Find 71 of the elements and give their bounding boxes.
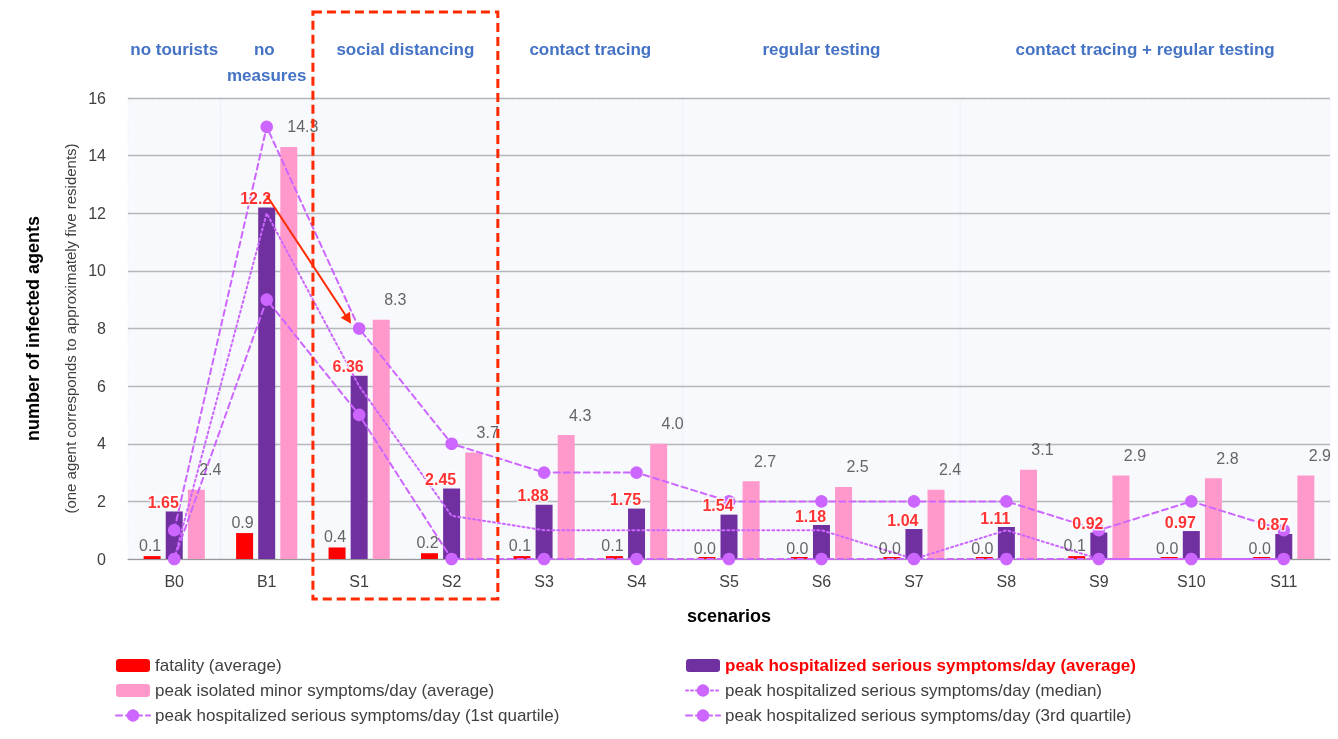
y-tick-label: 4 [97,435,107,453]
data-label: 0.9 [231,513,254,531]
x-tick-label: S9 [1089,572,1109,590]
data-label: 2.4 [938,461,962,479]
y-tick-label: 6 [97,377,107,395]
legend-label: peak isolated minor symptoms/day (average) [155,681,495,700]
x-tick-label: S6 [811,572,832,590]
data-label: 2.5 [846,458,869,476]
data-label: 14.3 [287,118,319,136]
data-label: 0.1 [139,536,162,554]
data-label: 1.18 [794,507,827,525]
x-tick-label: S4 [626,572,647,590]
data-label: 0.0 [1248,539,1271,557]
legend-label: peak hospitalized serious symptoms/day (average) [725,656,1136,675]
x-tick-label: B1 [256,572,277,590]
data-label: 0.1 [1063,536,1086,554]
band-label: no tourists [130,39,219,59]
y-tick-label: 8 [97,320,107,337]
data-label: 1.04 [887,511,919,529]
data-label: 2.4 [199,461,222,479]
legend-label: fatality (average) [155,656,282,675]
x-tick-label: S11 [1270,572,1298,590]
data-label: 0.4 [323,527,347,545]
data-label: 6.36 [332,358,364,376]
data-label: 4.0 [661,415,684,433]
data-label: 2.9 [1308,446,1332,464]
x-tick-label: S2 [441,572,462,590]
band-label: no measures [227,39,307,85]
data-label: 0.2 [416,533,439,551]
y-tick-label: 0 [97,550,107,568]
data-label: 0.0 [971,539,994,557]
x-tick-label: S5 [719,572,739,590]
data-label: 1.54 [702,497,734,515]
data-label: 8.3 [384,291,407,309]
data-label: 1.65 [147,493,179,511]
data-label: 1.88 [517,487,549,505]
band-label: contact tracing + regular testing [1015,39,1275,59]
band-label: social distancing [336,39,475,59]
data-label: 3.1 [1031,441,1054,459]
data-label: 1.75 [609,491,642,509]
x-tick-label: B0 [164,572,185,590]
data-label: 0.1 [508,536,532,554]
x-tick-label: S1 [349,572,370,590]
text: (one agent corresponds to approximately five residents) [61,143,79,514]
data-label: 1.11 [980,509,1011,527]
data-label: 0.0 [786,539,809,557]
x-tick-label: S3 [534,572,554,590]
y-tick-label: 16 [88,89,107,107]
legend-label: peak hospitalized serious symptoms/day (1st quartile) [155,706,560,725]
data-label: 2.9 [1123,446,1147,464]
y-tick-label: 10 [88,262,107,280]
data-label: 0.0 [1156,539,1179,557]
data-label: 2.7 [753,452,777,470]
y-tick-label: 12 [88,204,107,222]
data-label: 2.8 [1216,449,1239,467]
band-label: contact tracing [529,39,652,59]
x-axis-title: scenarios [686,606,772,626]
data-label: 0.97 [1164,513,1196,531]
x-tick-label: S7 [904,572,924,590]
y-axis-title: number of infected agents [23,215,43,442]
y-tick-label: 2 [97,492,107,510]
data-label: 2.45 [425,470,457,488]
x-tick-label: S10 [1177,572,1206,590]
data-label: 0.0 [693,539,717,557]
legend-label: peak hospitalized serious symptoms/day (3rd quartile) [725,706,1132,725]
data-label: 0.1 [601,536,624,554]
legend-label: peak hospitalized serious symptoms/day (median) [725,681,1103,700]
x-tick-label: S8 [996,572,1017,590]
y-tick-label: 14 [88,147,107,165]
data-label: 4.3 [569,406,592,424]
band-label: regular testing [762,39,881,59]
